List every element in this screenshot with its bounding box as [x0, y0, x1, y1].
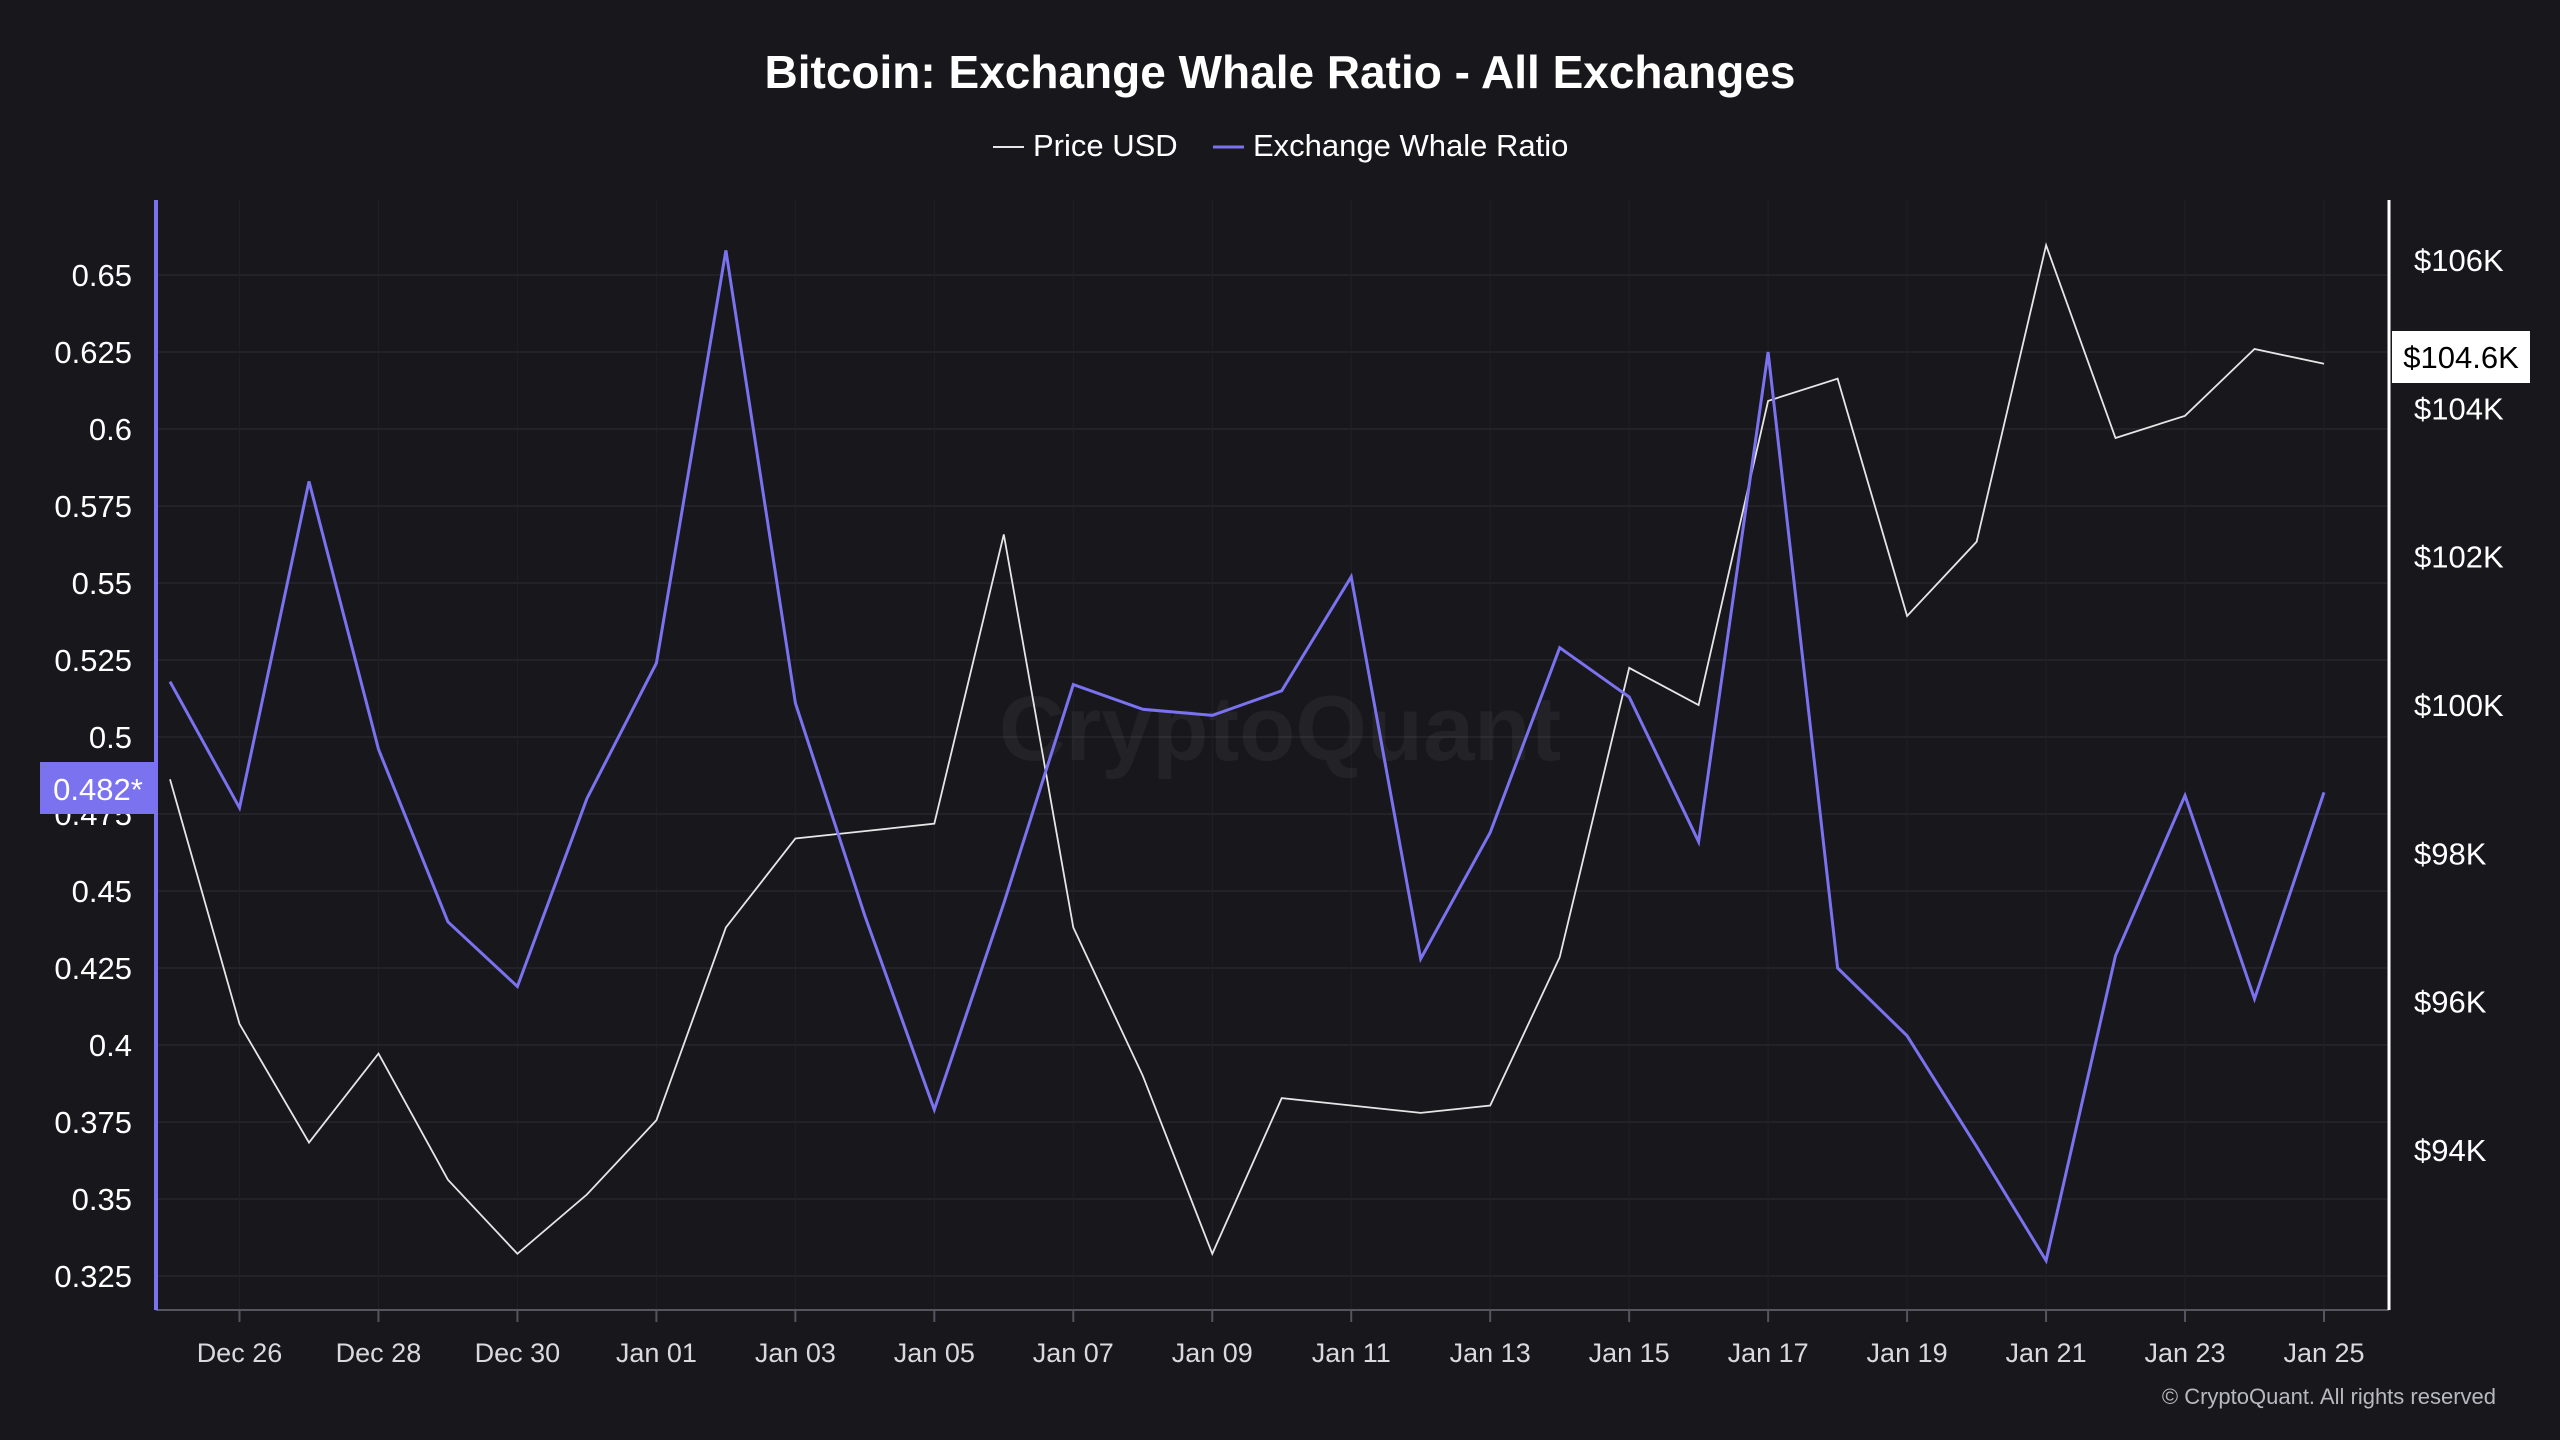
y-left-tick-label: 0.55 [72, 566, 132, 601]
y-left-tick-label: 0.5 [89, 720, 132, 755]
x-tick-label: Jan 01 [616, 1338, 697, 1368]
x-tick-label: Jan 07 [1033, 1338, 1114, 1368]
y-left-tick-label: 0.625 [54, 335, 132, 370]
axes [154, 200, 2391, 1322]
current-price-badge [2392, 331, 2530, 383]
y-left-tick-label: 0.425 [54, 951, 132, 986]
y-right-tick-label: $102K [2414, 540, 2504, 575]
y-right-tick-label: $106K [2414, 243, 2504, 278]
legend-item-price[interactable]: Price USD [993, 128, 1178, 163]
y-right-tick-label: $98K [2414, 836, 2487, 871]
x-tick-label: Jan 23 [2144, 1338, 2225, 1368]
x-tick-label: Jan 13 [1450, 1338, 1531, 1368]
y-right-tick-label: $104K [2414, 391, 2504, 426]
x-tick-label: Jan 19 [1867, 1338, 1948, 1368]
y-left-tick-label: 0.6 [89, 412, 132, 447]
y-left-tick-label: 0.325 [54, 1259, 132, 1294]
watermark: CryptoQuant [999, 678, 1561, 780]
legend: Price USD Exchange Whale Ratio [993, 128, 1568, 163]
current-value-badge-left: 0.482* [40, 762, 156, 814]
y-left-tick-label: 0.45 [72, 874, 132, 909]
legend-label-whale-ratio: Exchange Whale Ratio [1253, 128, 1568, 163]
x-tick-label: Jan 09 [1172, 1338, 1253, 1368]
y-left-tick-label: 0.375 [54, 1105, 132, 1140]
y-right-tick-label: $96K [2414, 985, 2487, 1020]
current-whale-ratio-badge [40, 762, 156, 814]
x-tick-label: Jan 15 [1589, 1338, 1670, 1368]
x-tick-label: Jan 11 [1312, 1338, 1391, 1368]
y-right-tick-label: $94K [2414, 1133, 2487, 1168]
y-right-tick-label: $100K [2414, 688, 2504, 723]
x-tick-label: Jan 21 [2006, 1338, 2087, 1368]
y-left-tick-label: 0.65 [72, 258, 132, 293]
x-tick-label: Dec 28 [336, 1338, 422, 1368]
x-tick-label: Dec 30 [475, 1338, 561, 1368]
y-left-tick-label: 0.525 [54, 643, 132, 678]
x-tick-label: Jan 25 [2283, 1338, 2364, 1368]
x-tick-label: Jan 05 [894, 1338, 975, 1368]
y-left-tick-label: 0.4 [89, 1028, 132, 1063]
y-left-tick-label: 0.35 [72, 1182, 132, 1217]
legend-label-price: Price USD [1033, 128, 1178, 163]
series-line-whale-ratio [168, 250, 2326, 1265]
y-left-tick-label: 0.575 [54, 489, 132, 524]
current-value-badge-right: $104.6K [2392, 331, 2530, 383]
chart-title: Bitcoin: Exchange Whale Ratio - All Exch… [765, 46, 1796, 98]
legend-item-whale-ratio[interactable]: Exchange Whale Ratio [1213, 128, 1568, 163]
x-tick-label: Jan 03 [755, 1338, 836, 1368]
series-line-price [169, 242, 2325, 1257]
x-tick-label: Jan 17 [1728, 1338, 1809, 1368]
current-whale-ratio-label: 0.482* [53, 772, 143, 807]
grid-lines [156, 200, 2389, 1310]
x-tick-label: Dec 26 [197, 1338, 283, 1368]
tick-labels: 0.650.6250.60.5750.550.5250.50.4750.450.… [54, 243, 2504, 1368]
series-lines [168, 242, 2326, 1265]
copyright-footer: © CryptoQuant. All rights reserved [2162, 1384, 2496, 1409]
current-price-label: $104.6K [2403, 340, 2519, 375]
